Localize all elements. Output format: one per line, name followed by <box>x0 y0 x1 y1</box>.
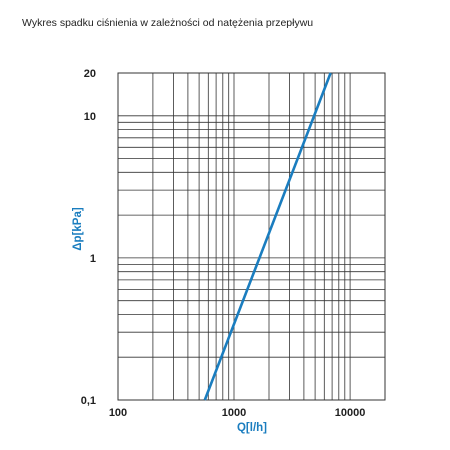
y-tick-label: 20 <box>84 68 96 80</box>
y-tick-label: 1 <box>90 253 96 265</box>
x-tick-label: 1000 <box>222 407 246 419</box>
pressure-drop-line <box>203 72 332 401</box>
chart-title: Wykres spadku ciśnienia w zależności od … <box>22 17 314 29</box>
series-layer <box>203 72 332 401</box>
x-tick-label: 10000 <box>335 407 366 419</box>
x-tick-label: 100 <box>109 407 127 419</box>
plot-frame <box>117 72 386 401</box>
y-tick-label: 10 <box>84 111 96 123</box>
grid <box>117 72 386 401</box>
y-tick-label: 0,1 <box>81 395 96 407</box>
y-axis-label: Δp[kPa] <box>72 207 84 251</box>
x-axis-label: Q[l/h] <box>237 422 267 434</box>
tick-labels: 100 1000 10000 0,1 1 10 20 <box>81 68 366 419</box>
